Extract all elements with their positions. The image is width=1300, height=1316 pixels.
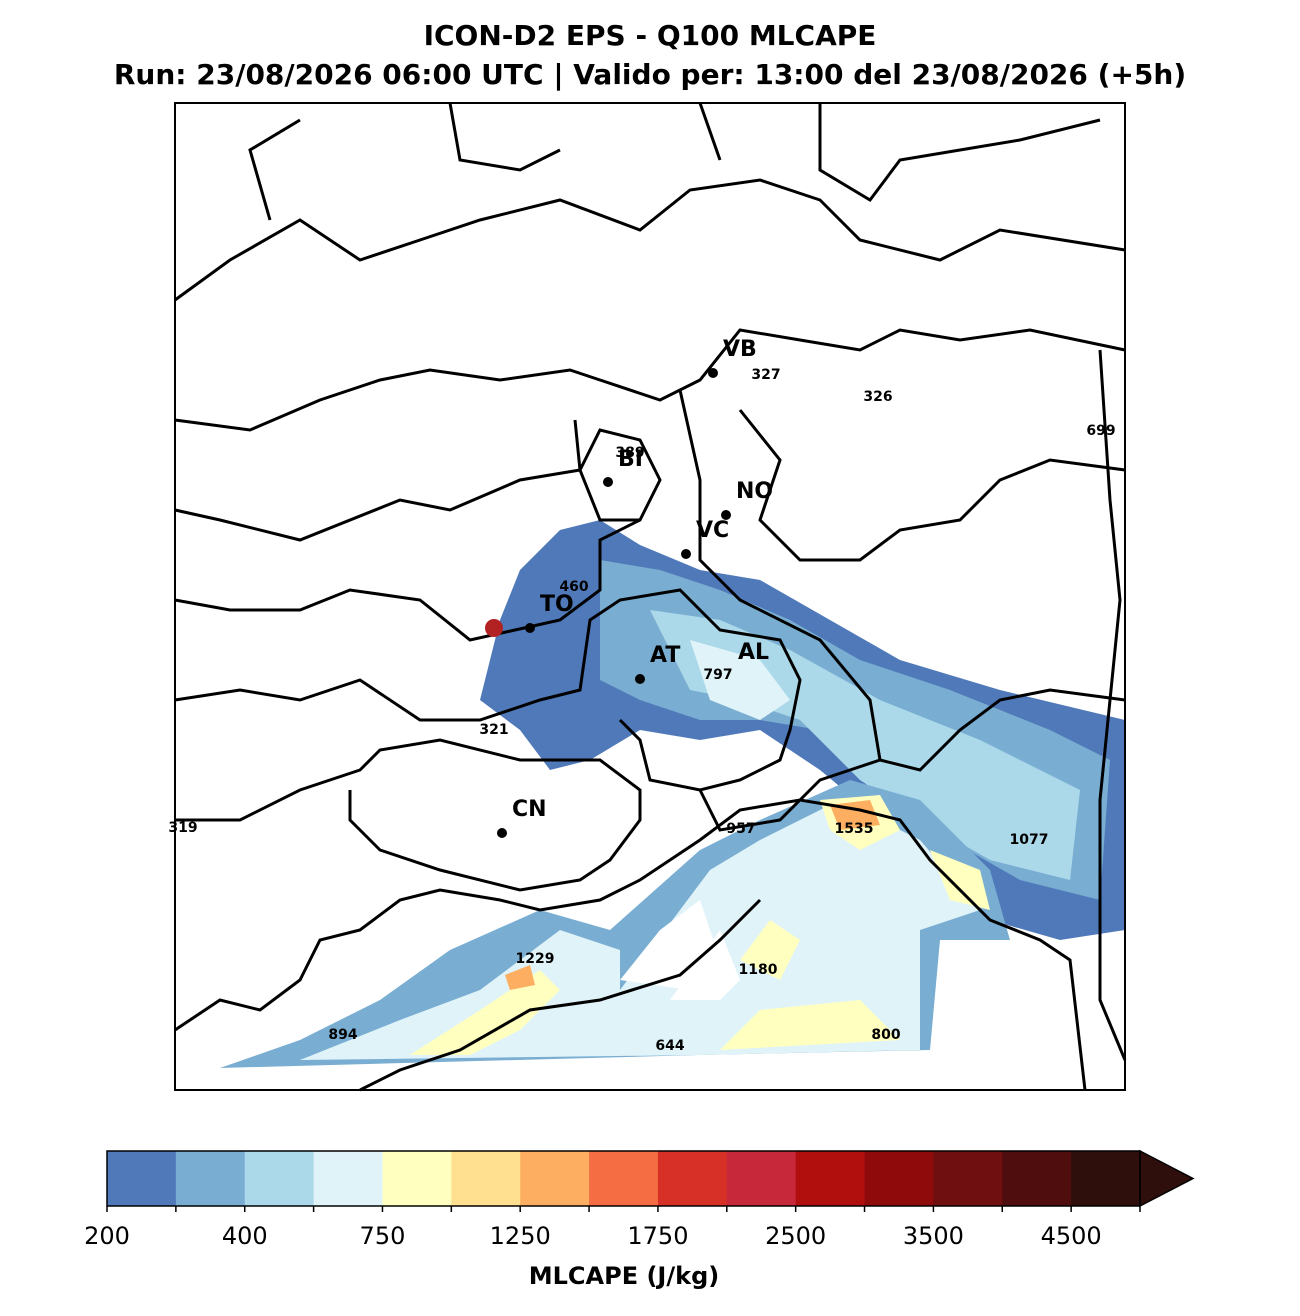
city-label: VC: [696, 518, 729, 543]
colorbar-tick-label: 200: [84, 1222, 130, 1250]
colorbar-segment: [244, 1151, 315, 1206]
colorbar-tick-label: 400: [222, 1222, 268, 1250]
cape-label: 800: [871, 1027, 900, 1043]
cape-label: 1229: [516, 951, 555, 967]
colorbar-extend: [1139, 1149, 1195, 1208]
cape-label: 460: [559, 579, 588, 595]
borders: [174, 102, 1127, 1092]
colorbar-tick-label: 750: [360, 1222, 406, 1250]
title: ICON-D2 EPS - Q100 MLCAPE: [424, 19, 877, 52]
colorbar-frame: [106, 1150, 1141, 1207]
colorbar-segment: [795, 1151, 866, 1206]
colorbar-segment: [107, 1151, 177, 1206]
cape-label: 327: [751, 367, 780, 383]
cape-label: 326: [863, 389, 892, 405]
city-markers: [485, 368, 731, 838]
cape-label: 957: [726, 821, 755, 837]
colorbar-segment: [726, 1151, 797, 1206]
cape-label: 699: [1086, 423, 1115, 439]
colorbar-segment: [382, 1151, 452, 1206]
colorbar-segment: [1002, 1151, 1072, 1206]
cape-label: 1077: [1010, 832, 1049, 848]
city-label: TO: [540, 592, 574, 617]
cape-label: 644: [655, 1038, 684, 1054]
colorbar-tick-label: 1250: [490, 1222, 551, 1250]
subtitle: Run: 23/08/2026 06:00 UTC | Valido per: …: [114, 58, 1186, 91]
colorbar-segment: [589, 1151, 659, 1206]
city-label: CN: [512, 797, 547, 822]
colorbar-segment: [175, 1151, 246, 1206]
city-label: VB: [723, 337, 757, 362]
city-label: AT: [650, 643, 680, 668]
colorbar-segment: [1071, 1151, 1141, 1206]
colorbar-tick-label: 3500: [903, 1222, 964, 1250]
colorbar-label: MLCAPE (J/kg): [529, 1262, 719, 1290]
cape-label: 321: [479, 722, 508, 738]
cape-label: 797: [703, 667, 732, 683]
colorbar-segment: [520, 1151, 590, 1206]
map: VB BI NO VC TO AT AL CN 327 326 699 389 …: [168, 102, 1127, 1092]
city-label: NO: [736, 479, 773, 504]
colorbar-tick-label: 2500: [765, 1222, 826, 1250]
cape-label: 894: [328, 1027, 357, 1043]
cape-label: 389: [615, 445, 644, 461]
cape-field: [220, 520, 1125, 1068]
cape-label: 319: [168, 820, 197, 836]
colorbar-segment: [451, 1151, 521, 1206]
colorbar: 200 400 750 1250 1750 2500 3500 4500: [84, 1149, 1195, 1250]
colorbar-tick-label: 1750: [627, 1222, 688, 1250]
cape-label: 1180: [739, 962, 778, 978]
cape-label: 1535: [835, 821, 874, 837]
colorbar-segment: [313, 1151, 383, 1206]
colorbar-tick-label: 4500: [1041, 1222, 1102, 1250]
colorbar-segment: [933, 1151, 1003, 1206]
map-frame: [174, 102, 1126, 1091]
city-label: BI: [618, 447, 643, 472]
colorbar-segment: [657, 1151, 728, 1206]
city-label: AL: [738, 640, 769, 665]
colorbar-segment: [864, 1151, 934, 1206]
